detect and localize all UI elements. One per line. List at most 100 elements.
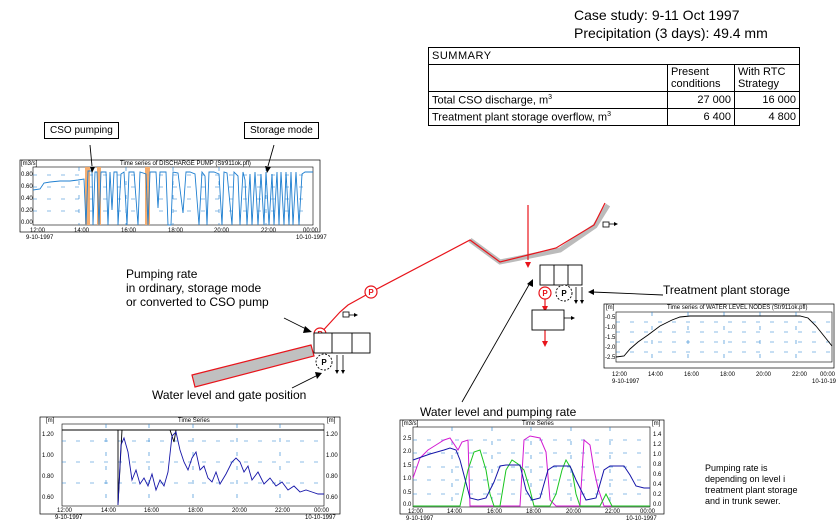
cso-pumping-callout: CSO pumping [44,122,119,139]
x-tick: 12:00 [57,508,73,514]
unit: [m] [606,305,615,311]
discharge-unit: [m3/s] [21,161,38,167]
table-row: Total CSO discharge, m3 27 000 16 000 [428,91,800,109]
x-tick: 16:00 [487,509,503,515]
y-tick: 0.00 [21,220,33,226]
pumping-chart-title: Time Series [522,421,554,427]
svg-text:P: P [321,358,327,367]
y-tick: 0.6 [653,472,662,478]
y-tick: 0.5 [403,490,412,496]
x-tick: 18:00 [168,228,184,234]
treatment-storage-label: Treatment plant storage [663,283,790,297]
x-tick: 18:00 [720,372,736,378]
date-start: 9-10-1997 [26,235,54,241]
date-start: 9-10-1997 [55,515,83,521]
x-tick: 16:00 [684,372,700,378]
treatment-plant [531,309,565,331]
date-end: 10-10-19 [812,379,837,385]
date-end: 10-10-1997 [626,516,657,522]
unit: [m] [652,421,661,427]
water-level-nodes-chart [603,303,835,369]
x-tick: 14:00 [648,372,664,378]
x-tick: 18:00 [188,508,204,514]
x-tick: 12:00 [30,228,46,234]
svg-text:P: P [368,288,374,297]
unit: [m3/s] [402,421,419,427]
x-tick: 22:00 [275,508,291,514]
precipitation-text: Precipitation (3 days): 49.4 mm [574,25,768,41]
trunk-sewer [191,344,315,388]
y-tick: 0.4 [653,482,662,488]
cso-band [97,167,101,225]
y-tick: -2.0 [605,345,616,351]
y-tick: 0.60 [21,184,33,190]
y-tick: 2.5 [403,436,412,442]
y-tick: 0.80 [326,474,338,480]
y-tick: 1.00 [326,453,338,459]
y-tick: -0.5 [605,315,616,321]
x-tick: 22:00 [605,509,621,515]
gate-chart-title: Time Series [178,418,210,424]
y-tick: 1.20 [326,432,338,438]
table-row: Treatment plant storage overflow, m3 6 4… [428,108,800,126]
storage-tank [539,264,583,286]
x-tick: 12:00 [612,372,628,378]
x-tick: 18:00 [526,509,542,515]
summary-title: SUMMARY [428,47,800,65]
gate-chart [39,416,341,515]
x-tick: 20:00 [214,228,230,234]
x-tick: 22:00 [261,228,277,234]
x-tick: 14:00 [447,509,463,515]
y-tick: 0.8 [653,462,662,468]
unit: [m] [327,418,336,424]
y-tick: 0.40 [21,196,33,202]
date-start: 9-10-1997 [406,516,434,522]
y-tick: 0.60 [42,495,54,501]
water-level-series [117,431,324,506]
pumping-note: Pumping rate is depending on level i tre… [705,463,798,506]
x-tick: 16:00 [121,228,137,234]
y-tick: 0.80 [21,172,33,178]
x-tick: 00:00 [820,372,836,378]
y-tick: 1.20 [42,432,54,438]
y-tick: 0.2 [653,492,662,498]
y-tick: 0.80 [42,474,54,480]
x-tick: 22:00 [792,372,808,378]
discharge-pump-chart [19,159,321,233]
storage-tank [313,332,371,354]
date-start: 9-10-1997 [612,379,640,385]
y-tick: -2.5 [605,355,616,361]
x-tick: 14:00 [74,228,90,234]
pumping-chart [399,419,665,515]
summary-table: SUMMARY Present conditions With RTC Strate… [428,47,800,126]
pump-icon [313,285,552,341]
pumping-series-navy [412,447,650,501]
y-tick: 1.2 [653,442,662,448]
x-tick: 20:00 [756,372,772,378]
unit: [m] [46,418,55,424]
date-end: 10-10-1997 [296,235,327,241]
x-tick: 00:00 [314,508,330,514]
y-tick: 1.0 [403,476,412,482]
x-tick: 14:00 [101,508,117,514]
storage-mode-callout: Storage mode [244,122,319,139]
col-rtc-header: With RTC Strategy [734,64,800,92]
y-tick: -1.5 [605,335,616,341]
water-level-chart-title: Time series of WATER LEVEL NODES (Str911… [667,305,808,311]
discharge-chart-title: Time series of DISCHARGE PUMP (Str911ok.… [120,161,251,167]
pumping-rate-label: Pumping rate in ordinary, storage mode o… [126,267,269,309]
y-tick: 0.20 [21,208,33,214]
svg-text:P: P [542,289,548,298]
cso-band [145,167,150,225]
x-tick: 00:00 [303,228,319,234]
y-tick: 0.60 [326,495,338,501]
svg-text:P: P [561,289,567,298]
y-tick: 1.00 [42,453,54,459]
case-study-title: Case study: 9-11 Oct 1997 [574,7,740,23]
x-tick: 20:00 [232,508,248,514]
water-level-series [615,315,833,358]
water-level-gate-label: Water level and gate position [152,388,307,402]
y-tick: -1.0 [605,325,616,331]
y-tick: 1.0 [653,452,662,458]
